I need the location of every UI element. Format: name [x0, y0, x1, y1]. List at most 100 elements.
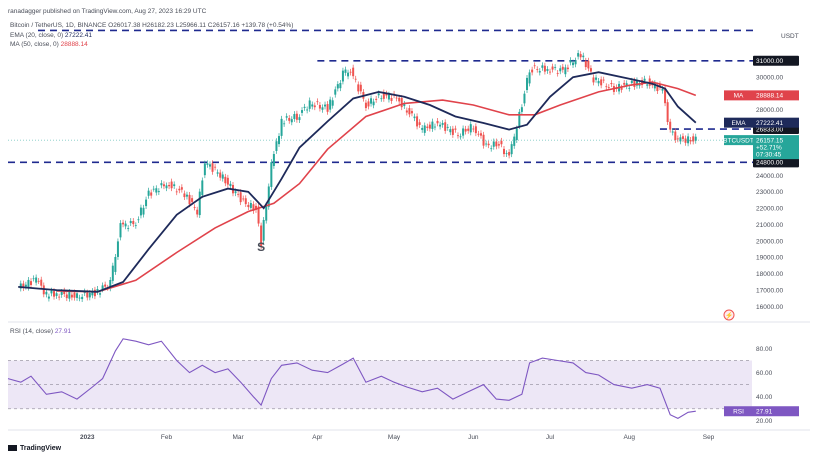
- candle-body: [203, 163, 206, 176]
- candle-body: [183, 193, 186, 198]
- candle-body: [546, 69, 549, 71]
- time-tick-label: Jun: [468, 434, 479, 441]
- candle-body: [676, 138, 679, 140]
- candle-body: [533, 65, 536, 67]
- candle-body: [109, 280, 112, 289]
- candle-body: [584, 60, 587, 68]
- candle-body: [47, 296, 50, 299]
- candle-body: [324, 104, 327, 107]
- price-tick-label: 17000.00: [756, 287, 783, 294]
- ema-legend: EMA (20, close, 0) 27222.41: [10, 32, 92, 39]
- candle-body: [96, 289, 99, 292]
- candle-body: [285, 116, 288, 118]
- candle-body: [272, 153, 275, 166]
- candle-body: [129, 221, 132, 224]
- publish-info: ranadagger published on TradingView.com,…: [8, 8, 207, 15]
- candle-body: [78, 297, 81, 299]
- candle-body: [316, 101, 319, 103]
- candle-body: [313, 105, 316, 108]
- candle-body: [454, 128, 457, 130]
- candle-body: [298, 117, 301, 121]
- candle-body: [623, 82, 626, 85]
- candle-body: [278, 136, 281, 145]
- ma-legend-value: 28888.14: [60, 41, 88, 48]
- candle-body: [382, 92, 385, 99]
- candle-body: [549, 71, 552, 73]
- candle-body: [597, 80, 600, 84]
- candle-body: [91, 291, 94, 296]
- candle-body: [372, 101, 375, 106]
- candle-body: [510, 144, 513, 155]
- candle-body: [344, 69, 347, 73]
- series-name-tag: [724, 135, 753, 146]
- candle-body: [86, 292, 89, 298]
- candle-body: [635, 80, 638, 86]
- candle-body: [589, 68, 592, 72]
- candle-body: [410, 111, 413, 114]
- candle-body: [329, 99, 332, 110]
- candle-body: [497, 144, 500, 146]
- candle-body: [306, 109, 309, 111]
- level-tag: [753, 157, 799, 168]
- candle-body: [474, 126, 477, 134]
- candle-body: [275, 141, 278, 151]
- candle-body: [249, 203, 252, 208]
- candle-body: [173, 184, 176, 187]
- s-annotation: S: [257, 240, 265, 254]
- candle-body: [76, 293, 79, 298]
- symbol-info: Bitcoin / TetherUS, 1D, BINANCE O26017.3…: [10, 22, 294, 29]
- candle-body: [572, 62, 575, 66]
- candle-body: [523, 93, 526, 104]
- candle-body: [441, 123, 444, 125]
- candle-body: [625, 83, 628, 87]
- candle-body: [359, 84, 362, 92]
- candle-body: [142, 207, 145, 215]
- candle-body: [472, 128, 475, 130]
- candle-body: [595, 77, 598, 80]
- candle-body: [515, 128, 518, 141]
- candle-body: [55, 293, 58, 296]
- candle-body: [185, 194, 188, 197]
- candle-body: [88, 292, 91, 298]
- time-tick-label: Apr: [312, 434, 323, 441]
- candle-body: [467, 128, 470, 131]
- candle-body: [390, 97, 393, 101]
- candle-body: [93, 289, 96, 297]
- rsi-value-tag-label: 27.91: [756, 409, 773, 416]
- series-value-tag: [753, 90, 799, 101]
- rsi-tick-label: 80.00: [756, 346, 773, 353]
- candle-body: [229, 183, 232, 187]
- candle-body: [413, 116, 416, 119]
- time-tick-label: May: [388, 434, 401, 441]
- candle-body: [538, 71, 541, 73]
- candle-body: [132, 221, 135, 225]
- candle-body: [579, 54, 582, 58]
- candle-body: [421, 127, 424, 130]
- candle-body: [308, 100, 311, 109]
- candle-body: [605, 86, 608, 88]
- candle-body: [160, 183, 163, 186]
- candle-body: [508, 152, 511, 156]
- candle-body: [193, 207, 196, 208]
- candle-body: [208, 164, 211, 167]
- candle-body: [30, 281, 33, 286]
- candle-body: [630, 80, 633, 84]
- candle-body: [656, 85, 659, 92]
- price-tick-label: 21000.00: [756, 222, 783, 229]
- candle-body: [679, 137, 682, 142]
- candle-body: [385, 93, 388, 96]
- candle-body: [221, 174, 224, 179]
- rsi-tick-label: 60.00: [756, 370, 773, 377]
- candle-body: [646, 84, 649, 86]
- candle-body: [280, 118, 283, 136]
- candle-body: [426, 126, 429, 128]
- candle-body: [134, 225, 137, 227]
- candle-body: [165, 185, 168, 189]
- candle-body: [301, 110, 304, 113]
- candle-body: [290, 119, 293, 123]
- candle-body: [157, 191, 160, 193]
- candle-body: [370, 98, 373, 104]
- candle-body: [336, 84, 339, 89]
- candle-body: [53, 291, 56, 297]
